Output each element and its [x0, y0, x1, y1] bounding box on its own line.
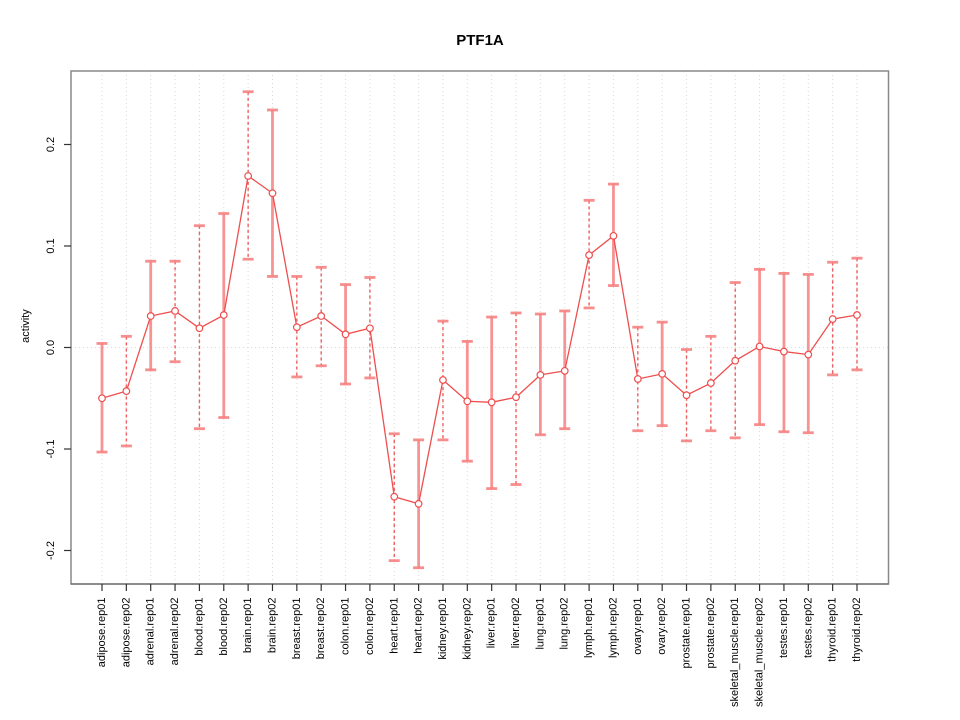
x-tick-label: adrenal.rep02 [169, 598, 181, 666]
data-point-marker [731, 356, 740, 365]
x-tick-label: skeletal_muscle.rep01 [729, 598, 741, 707]
x-tick-label: brain.rep02 [266, 598, 278, 654]
x-tick-label: testes.rep02 [802, 598, 814, 659]
x-tick-label: lymph.rep02 [607, 598, 619, 659]
data-point-marker [292, 323, 301, 332]
data-point-marker [439, 376, 447, 384]
x-tick-label: prostate.rep02 [705, 598, 717, 669]
data-point-marker [98, 394, 106, 403]
x-tick-label: thyroid.rep01 [827, 598, 839, 662]
y-tick-label: 0.1 [45, 238, 57, 253]
x-tick-label: thyroid.rep02 [851, 598, 863, 662]
data-point-marker [219, 311, 228, 319]
x-tick-label: breast.rep02 [315, 598, 327, 660]
x-tick-label: prostate.rep01 [681, 598, 693, 669]
data-point-marker [171, 307, 179, 315]
x-tick-label: testes.rep01 [778, 598, 790, 659]
plot-border [70, 70, 890, 585]
data-point-marker [366, 324, 374, 333]
x-tick-label: adipose.rep02 [120, 598, 132, 668]
data-point-marker [268, 189, 277, 198]
y-tick-label: 0.0 [45, 340, 57, 355]
x-tick-label: lymph.rep01 [583, 598, 595, 659]
data-point-marker [244, 172, 253, 180]
data-point-marker [804, 350, 813, 359]
data-point-marker [536, 371, 545, 379]
data-point-marker [853, 311, 861, 319]
chart-title: PTF1A [456, 32, 504, 49]
data-point-marker [609, 231, 618, 240]
data-point-marker [146, 312, 155, 320]
x-tick-label: blood.rep01 [193, 598, 205, 656]
x-tick-label: blood.rep02 [218, 598, 230, 656]
x-tick-label: heart.rep02 [413, 598, 425, 654]
data-point-marker [780, 347, 788, 356]
x-tick-label: brain.rep01 [242, 598, 254, 654]
data-point-marker [682, 391, 691, 400]
data-point-marker [828, 315, 837, 323]
x-tick-label: adipose.rep01 [96, 598, 108, 668]
x-tick-label: kidney.rep01 [437, 598, 449, 660]
x-tick-label: kidney.rep02 [461, 598, 473, 660]
x-tick-label: ovary.rep02 [656, 598, 668, 655]
data-point-marker [658, 369, 667, 378]
x-tick-label: colon.rep01 [340, 598, 352, 656]
y-tick-label: -0.1 [45, 440, 57, 459]
data-point-marker [317, 312, 326, 320]
y-tick-label: -0.2 [45, 541, 57, 560]
x-tick-label: lung.rep02 [559, 598, 571, 650]
x-tick-label: liver.rep01 [486, 598, 498, 649]
x-tick-label: skeletal_muscle.rep02 [754, 598, 766, 707]
x-tick-label: adrenal.rep01 [145, 598, 157, 666]
data-point-marker [706, 379, 715, 387]
data-point-marker [390, 492, 399, 501]
x-tick-label: breast.rep01 [291, 598, 303, 660]
x-tick-label: colon.rep02 [364, 598, 376, 656]
data-point-marker [512, 393, 520, 402]
x-tick-label: ovary.rep01 [632, 598, 644, 655]
y-tick-label: 0.2 [45, 137, 57, 152]
data-point-marker [341, 330, 350, 339]
data-point-marker [755, 342, 764, 351]
series-line [101, 174, 858, 505]
x-tick-label: lung.rep01 [534, 598, 546, 650]
data-point-marker [633, 375, 642, 383]
x-tick-label: liver.rep02 [510, 598, 522, 649]
data-point-marker [560, 366, 569, 375]
data-point-marker [195, 324, 204, 333]
data-point-marker [585, 251, 593, 260]
data-point-marker [487, 398, 496, 407]
data-point-marker [122, 387, 131, 396]
data-point-marker [414, 499, 423, 508]
data-point-marker [463, 397, 472, 406]
x-tick-label: heart.rep01 [388, 598, 400, 654]
